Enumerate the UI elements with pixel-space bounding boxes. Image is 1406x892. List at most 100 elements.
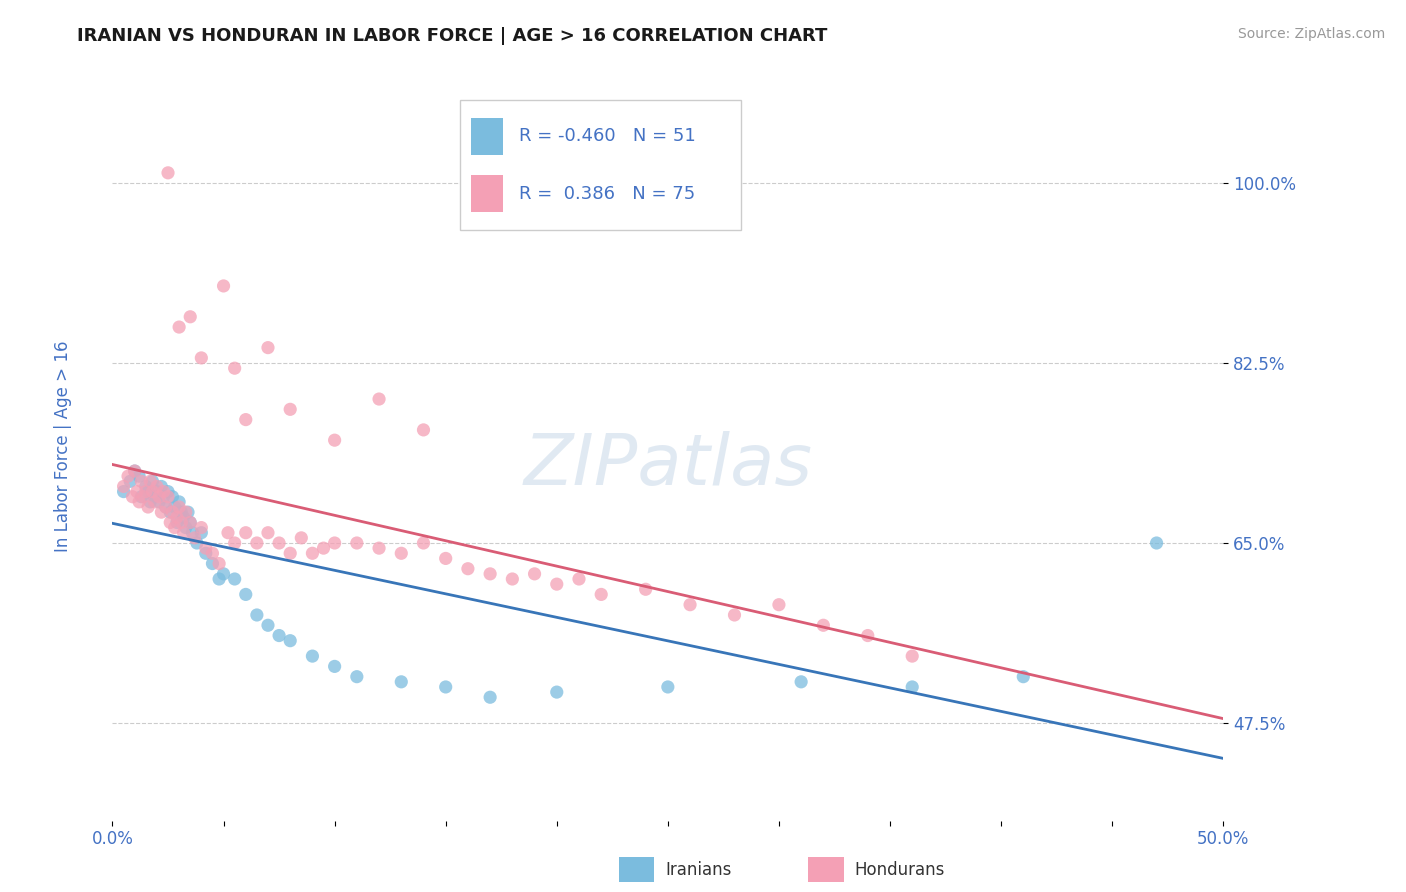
Point [128, 469, 150, 483]
Point [135, 479, 157, 493]
Point [155, 500, 177, 514]
Point [479, 690, 502, 705]
Point [157, 484, 180, 499]
Point [568, 572, 591, 586]
Point [208, 557, 231, 571]
Text: R =  0.386   N = 75: R = 0.386 N = 75 [519, 185, 696, 202]
Point [132, 490, 155, 504]
Point [139, 495, 162, 509]
Point [301, 546, 323, 560]
Point [146, 479, 169, 493]
Point [141, 484, 163, 499]
Point [143, 495, 166, 509]
Point [136, 500, 159, 514]
Point [389, 546, 412, 560]
Point [179, 516, 201, 530]
Point [163, 500, 186, 514]
FancyBboxPatch shape [471, 176, 502, 212]
Point [657, 680, 679, 694]
Point [179, 310, 201, 324]
Point [179, 516, 201, 530]
Point [150, 505, 173, 519]
Point [224, 361, 246, 376]
Point [723, 607, 745, 622]
Point [173, 510, 195, 524]
Point [212, 279, 235, 293]
Point [190, 520, 212, 534]
Point [159, 505, 181, 519]
Point [457, 562, 479, 576]
Point [278, 402, 301, 417]
Point [523, 566, 546, 581]
FancyBboxPatch shape [471, 119, 502, 154]
Point [546, 685, 568, 699]
Point [246, 607, 269, 622]
Point [166, 510, 188, 524]
Point [591, 587, 613, 601]
Point [131, 490, 153, 504]
Point [125, 484, 148, 499]
Point [901, 680, 924, 694]
Point [208, 572, 231, 586]
Point [546, 577, 568, 591]
Point [163, 520, 186, 534]
Text: ZIPatlas: ZIPatlas [523, 431, 813, 500]
Point [143, 490, 166, 504]
Point [167, 500, 190, 514]
Point [901, 649, 924, 664]
Point [117, 469, 139, 483]
Point [152, 484, 174, 499]
Point [217, 525, 239, 540]
Point [170, 505, 193, 519]
Point [501, 572, 523, 586]
Point [136, 484, 159, 499]
Point [124, 464, 146, 478]
Point [412, 536, 434, 550]
Point [148, 490, 170, 504]
Point [412, 423, 434, 437]
Text: In Labor Force | Age > 16: In Labor Force | Age > 16 [55, 340, 72, 552]
Point [146, 484, 169, 499]
Point [155, 500, 177, 514]
FancyBboxPatch shape [460, 100, 741, 230]
Point [177, 505, 200, 519]
Point [278, 633, 301, 648]
Text: R = -0.460   N = 51: R = -0.460 N = 51 [519, 128, 696, 145]
Point [813, 618, 835, 632]
Point [194, 541, 217, 556]
Point [235, 587, 257, 601]
Point [323, 536, 346, 550]
Point [174, 505, 197, 519]
Point [166, 516, 188, 530]
Point [368, 541, 391, 556]
Point [290, 531, 312, 545]
Point [267, 536, 291, 550]
Point [389, 674, 412, 689]
Point [346, 670, 368, 684]
Text: Source: ZipAtlas.com: Source: ZipAtlas.com [1237, 27, 1385, 41]
Point [181, 525, 204, 540]
Point [112, 479, 135, 493]
Point [856, 628, 879, 642]
Point [257, 525, 280, 540]
Point [634, 582, 657, 597]
Point [135, 484, 157, 499]
Point [186, 536, 208, 550]
Point [112, 484, 135, 499]
Point [167, 495, 190, 509]
Point [301, 649, 323, 664]
Point [148, 495, 170, 509]
Point [157, 166, 180, 180]
Point [183, 531, 205, 545]
Point [224, 536, 246, 550]
Point [1146, 536, 1168, 550]
FancyBboxPatch shape [619, 857, 654, 882]
Point [768, 598, 790, 612]
Point [121, 490, 143, 504]
Point [368, 392, 391, 406]
Text: IRANIAN VS HONDURAN IN LABOR FORCE | AGE > 16 CORRELATION CHART: IRANIAN VS HONDURAN IN LABOR FORCE | AGE… [77, 27, 828, 45]
Point [190, 351, 212, 365]
Point [790, 674, 813, 689]
Point [157, 490, 180, 504]
Point [152, 490, 174, 504]
